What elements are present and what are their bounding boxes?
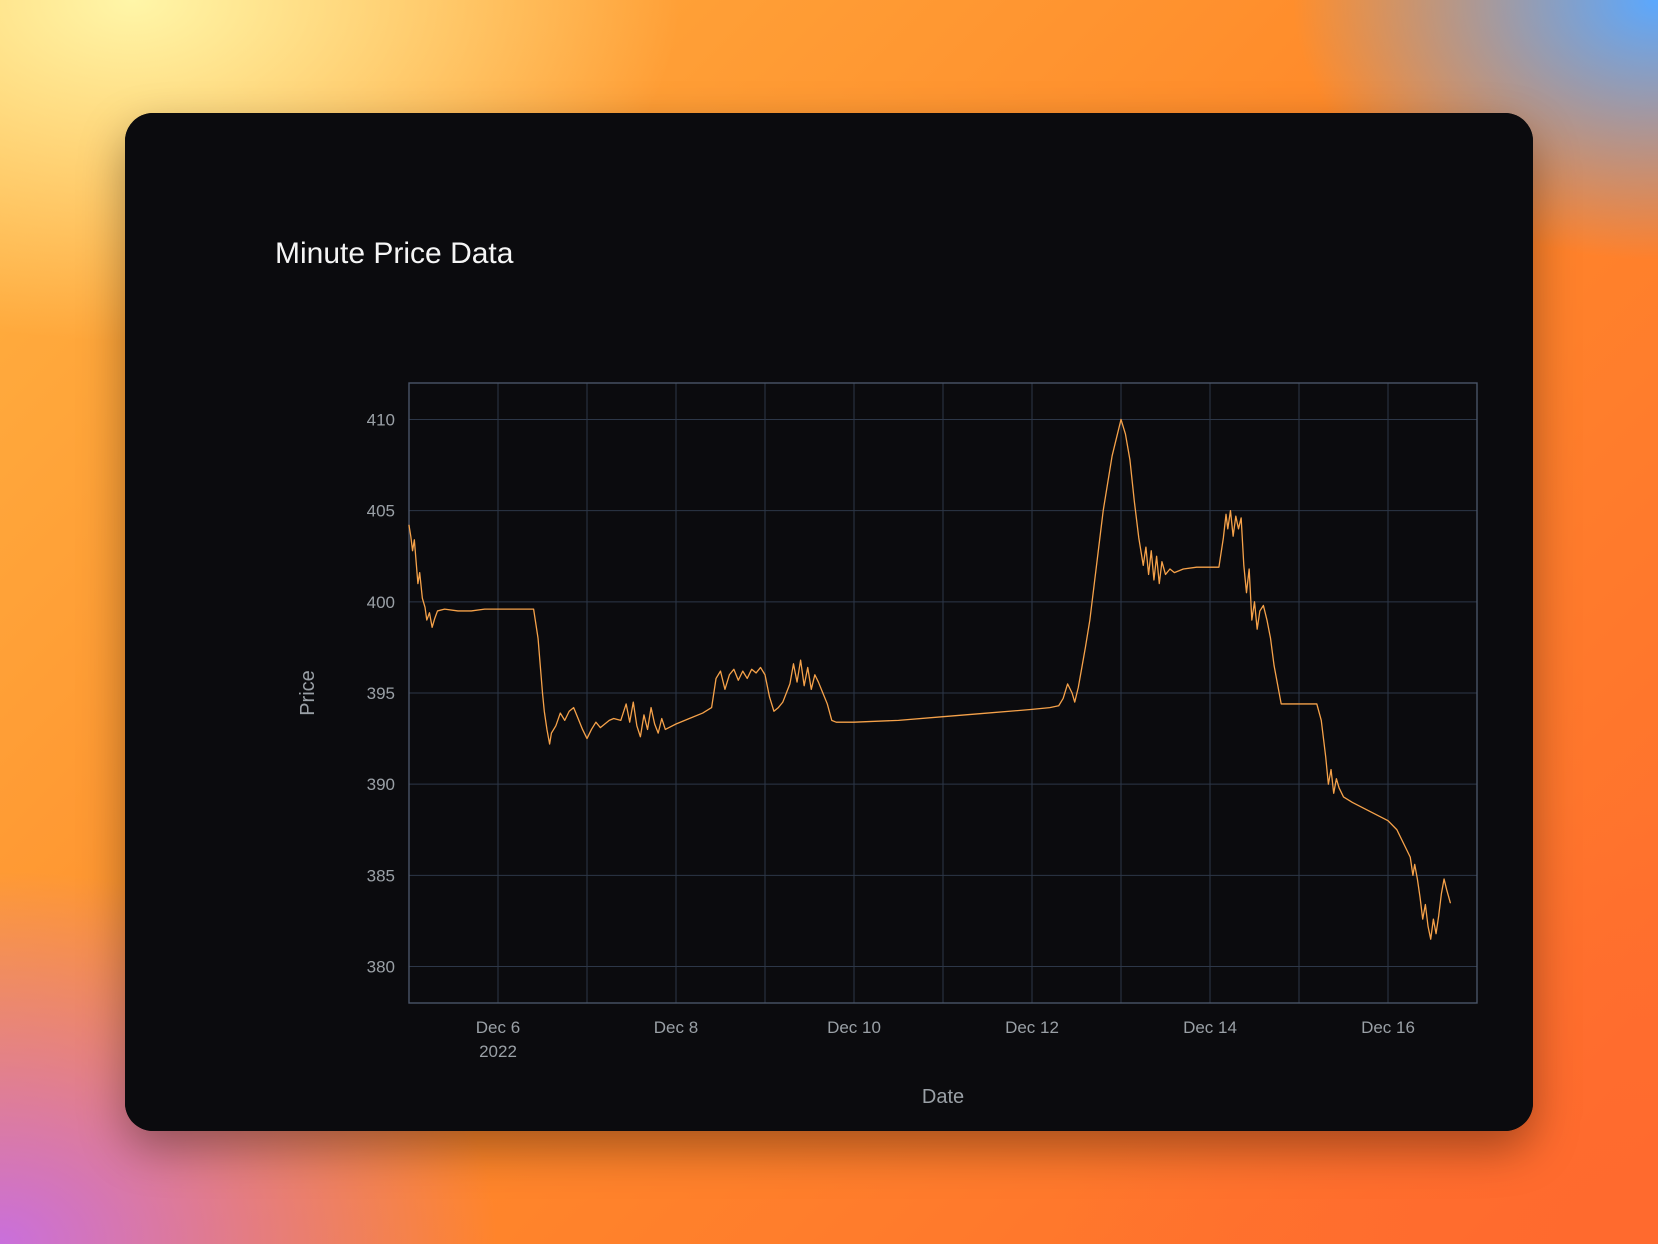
x-axis-label: Date bbox=[922, 1086, 964, 1108]
y-tick-label: 410 bbox=[367, 410, 395, 429]
y-tick-label: 385 bbox=[367, 866, 395, 885]
x-tick-label: Dec 6 bbox=[476, 1018, 520, 1037]
price-chart[interactable]: Minute Price Data 380 385 390 395 400 405 410 De… bbox=[125, 113, 1533, 1131]
x-tick-label: Dec 12 bbox=[1005, 1018, 1059, 1037]
y-tick-label: 390 bbox=[367, 775, 395, 794]
y-tick-label: 400 bbox=[367, 593, 395, 612]
y-tick-label: 395 bbox=[367, 684, 395, 703]
chart-title: Minute Price Data bbox=[275, 237, 514, 270]
x-tick-label: Dec 16 bbox=[1361, 1018, 1415, 1037]
x-tick-label: Dec 14 bbox=[1183, 1018, 1237, 1037]
x-tick-label: Dec 10 bbox=[827, 1018, 881, 1037]
y-axis-label: Price bbox=[297, 670, 319, 716]
chart-card: Minute Price Data 380 385 390 395 400 405 410 De… bbox=[125, 113, 1533, 1131]
x-tick-label: Dec 8 bbox=[654, 1018, 698, 1037]
x-tick-sublabel: 2022 bbox=[479, 1042, 517, 1061]
y-tick-label: 405 bbox=[367, 502, 395, 521]
y-tick-label: 380 bbox=[367, 958, 395, 977]
